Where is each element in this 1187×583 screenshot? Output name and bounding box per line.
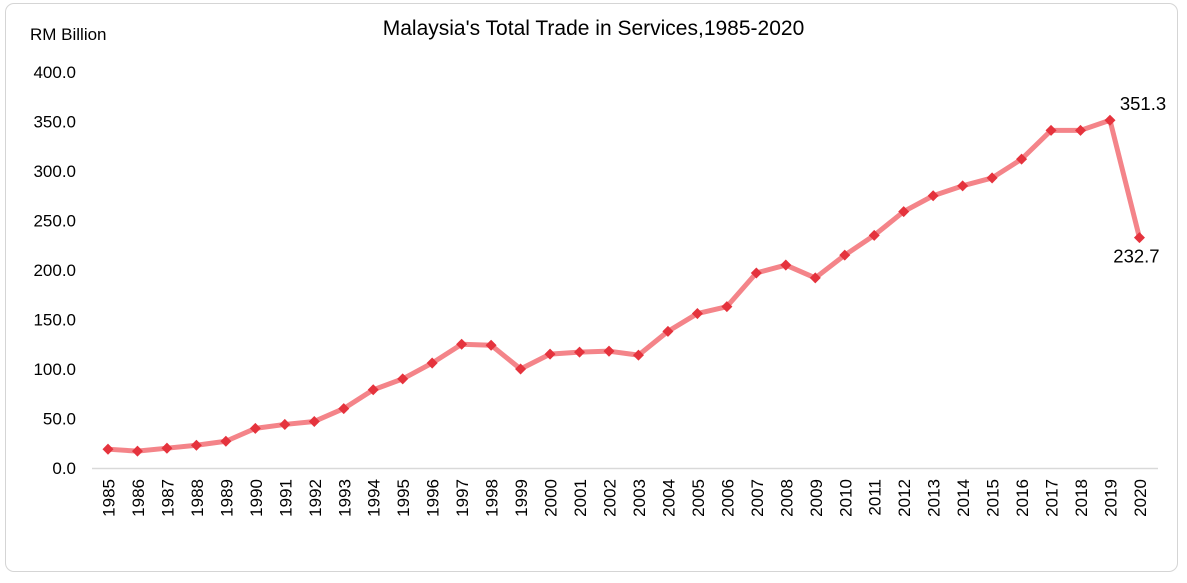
x-tick-label: 2019 xyxy=(1101,479,1120,517)
chart-title: Malaysia's Total Trade in Services,1985-… xyxy=(382,17,805,40)
x-tick-label: 2016 xyxy=(1013,479,1032,517)
data-point-marker xyxy=(102,443,114,455)
x-tick-label: 2002 xyxy=(600,479,619,517)
data-point-marker xyxy=(780,259,792,271)
x-tick-label: 1986 xyxy=(129,479,148,517)
x-tick-label: 2011 xyxy=(866,479,885,516)
data-point-marker xyxy=(927,190,939,202)
data-point-label: 351.3 xyxy=(1120,93,1166,114)
x-tick-label: 1999 xyxy=(512,479,531,517)
x-tick-label: 1997 xyxy=(453,479,472,517)
x-tick-label: 1985 xyxy=(100,479,119,517)
x-tick-label: 2008 xyxy=(777,479,796,517)
data-point-marker xyxy=(1074,124,1087,136)
data-point-marker xyxy=(957,180,969,192)
data-point-marker xyxy=(1133,232,1145,244)
x-tick-label: 2020 xyxy=(1131,479,1150,517)
data-point-marker xyxy=(544,348,556,360)
x-tick-label: 1989 xyxy=(217,479,236,517)
data-point-marker xyxy=(1104,114,1116,126)
x-tick-label: 2014 xyxy=(954,479,973,517)
data-point-marker xyxy=(161,442,173,454)
data-point-marker xyxy=(809,272,821,284)
data-point-marker xyxy=(662,325,674,337)
x-tick-label: 1993 xyxy=(335,479,354,517)
y-tick-label: 150.0 xyxy=(33,311,76,330)
y-tick-label: 100.0 xyxy=(33,360,76,379)
data-point-marker xyxy=(898,206,910,218)
data-point-marker xyxy=(279,418,291,430)
x-tick-label: 2012 xyxy=(895,479,914,517)
series-line xyxy=(105,117,1142,454)
y-tick-label: 200.0 xyxy=(33,261,76,280)
x-tick-label: 2005 xyxy=(689,479,708,517)
data-point-marker xyxy=(750,267,762,279)
data-point-marker xyxy=(986,172,998,184)
x-tick-label: 1994 xyxy=(365,479,384,517)
data-point-marker xyxy=(131,445,143,457)
data-point-marker xyxy=(515,363,527,375)
x-tick-label: 2010 xyxy=(836,479,855,517)
x-tick-label: 2000 xyxy=(542,479,561,517)
data-point-marker xyxy=(190,439,202,451)
x-tick-label: 2017 xyxy=(1043,479,1062,517)
data-point-marker xyxy=(603,345,615,357)
y-tick-label: 300.0 xyxy=(33,162,76,181)
x-tick-label: 1987 xyxy=(158,479,177,517)
data-point-marker xyxy=(721,301,733,313)
chart-frame xyxy=(5,3,1178,572)
x-tick-label: 1996 xyxy=(424,479,443,517)
x-tick-label: 2018 xyxy=(1072,479,1091,517)
x-tick-label: 1990 xyxy=(247,479,266,517)
y-tick-label: 400.0 xyxy=(33,63,76,82)
y-tick-label: 250.0 xyxy=(33,212,76,231)
x-tick-label: 2007 xyxy=(748,479,767,517)
y-tick-label: 0.0 xyxy=(52,459,76,478)
x-tick-label: 1988 xyxy=(188,479,207,517)
x-tick-label: 2009 xyxy=(807,479,826,517)
x-tick-label: 2001 xyxy=(571,479,590,517)
data-point-marker xyxy=(574,346,586,358)
data-point-marker xyxy=(632,349,644,361)
data-point-marker xyxy=(868,229,880,241)
data-point-label: 232.7 xyxy=(1113,246,1159,267)
x-tick-label: 1991 xyxy=(276,479,295,517)
data-point-marker xyxy=(839,249,851,261)
x-tick-label: 2013 xyxy=(925,479,944,517)
y-tick-label: 50.0 xyxy=(43,410,76,429)
y-axis-unit-label: RM Billion xyxy=(30,25,107,44)
x-tick-label: 2015 xyxy=(984,479,1003,517)
x-tick-label: 2004 xyxy=(659,479,678,517)
y-tick-label: 350.0 xyxy=(33,113,76,132)
x-tick-label: 2003 xyxy=(630,479,649,517)
x-tick-label: 1992 xyxy=(306,479,325,517)
data-point-marker xyxy=(1045,124,1057,136)
data-point-marker xyxy=(691,308,703,320)
x-tick-label: 1995 xyxy=(394,479,413,517)
x-tick-label: 1998 xyxy=(483,479,502,517)
x-tick-label: 2006 xyxy=(718,479,737,517)
